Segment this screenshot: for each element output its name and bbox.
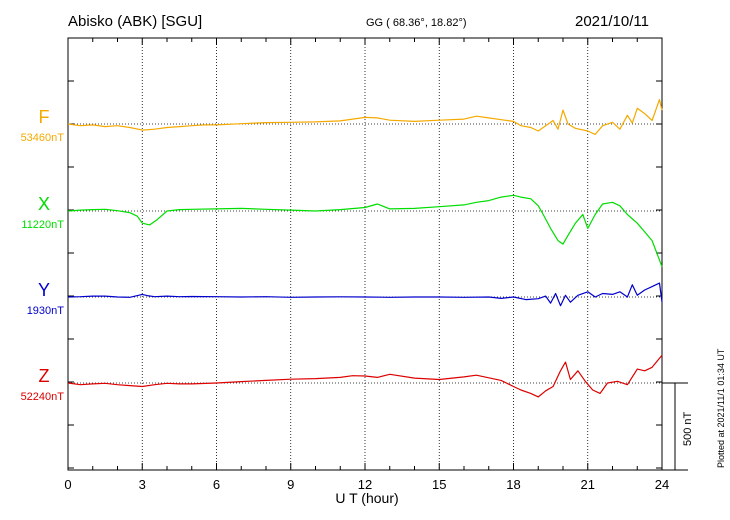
series-name-Z: Z — [39, 366, 50, 386]
x-tick-label-15: 15 — [432, 477, 446, 492]
x-tick-label-18: 18 — [506, 477, 520, 492]
x-tick-label-21: 21 — [581, 477, 595, 492]
station-title: Abisko (ABK) [SGU] — [68, 13, 203, 30]
series-line-Y — [67, 282, 663, 307]
x-axis: 0 3 6 9 12 15 18 21 24 — [64, 38, 669, 492]
x-tick-label-0: 0 — [64, 477, 71, 492]
series-baseline-X: 11220nT — [21, 219, 64, 231]
x-tick-label-9: 9 — [287, 477, 294, 492]
series-labels: F 53460nT X 11220nT Y 1930nT Z 52240nT — [21, 107, 65, 403]
x-tick-label-6: 6 — [213, 477, 220, 492]
x-tick-label-12: 12 — [358, 477, 372, 492]
y-tick-marks — [68, 80, 662, 469]
x-axis-title: U T (hour) — [335, 490, 398, 506]
series-name-F: F — [39, 107, 50, 127]
grid-lines — [68, 38, 662, 470]
coordinates-label: GG ( 68.36°, 18.82°) — [366, 17, 467, 29]
series-baseline-F: 53460nT — [21, 132, 65, 144]
x-tick-label-3: 3 — [139, 477, 146, 492]
x-tick-label-24: 24 — [655, 477, 669, 492]
series-lines — [67, 98, 663, 398]
plotted-timestamp: Plotted at 2021/11/1 01:34 UT — [716, 348, 726, 468]
series-line-X — [67, 194, 663, 267]
series-baseline-Z: 52240nT — [21, 391, 65, 403]
series-line-F — [67, 98, 663, 135]
series-line-Z — [67, 354, 663, 398]
series-name-Y: Y — [38, 280, 50, 300]
series-name-X: X — [38, 194, 50, 214]
date-label: 2021/10/11 — [575, 13, 649, 30]
scale-bar — [662, 382, 688, 471]
scale-bar-label: 500 nT — [682, 411, 694, 446]
series-baseline-Y: 1930nT — [27, 305, 65, 317]
